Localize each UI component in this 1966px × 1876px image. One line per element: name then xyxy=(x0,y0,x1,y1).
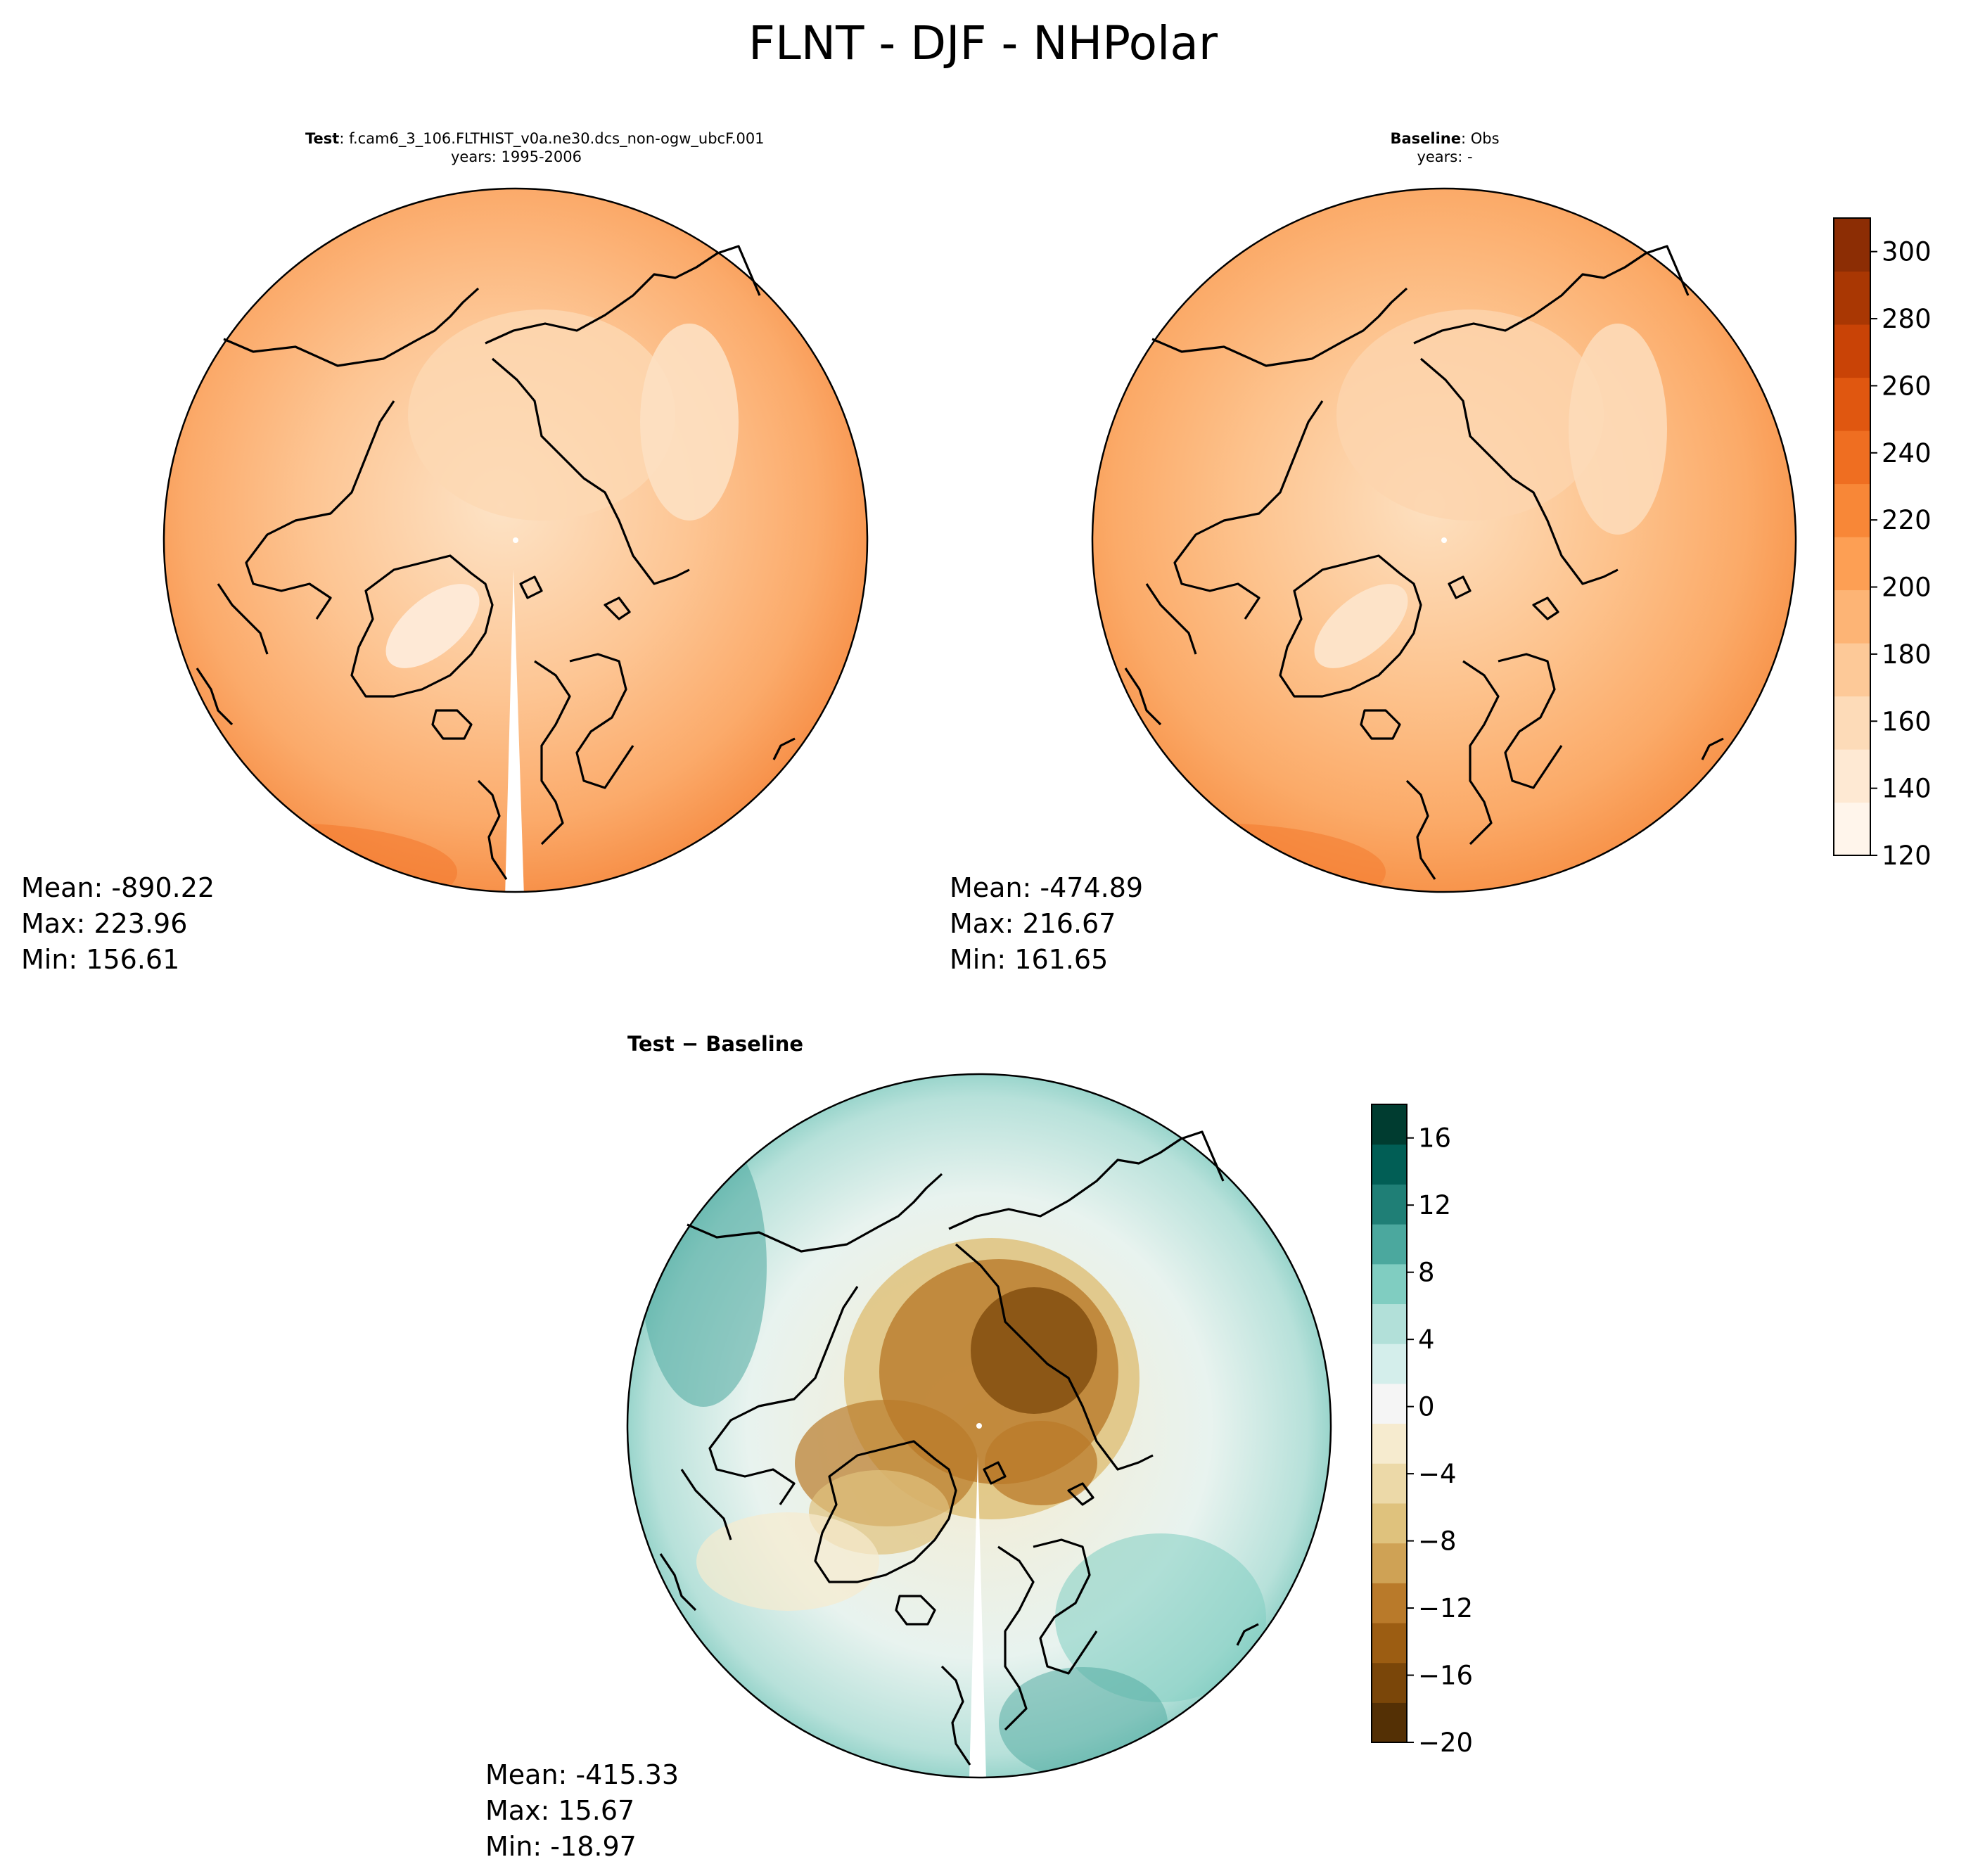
test-max: Max: 223.96 xyxy=(21,908,188,939)
difference-colorbar-tick: 8 xyxy=(1418,1258,1435,1288)
difference-colorbar-swatch xyxy=(1372,1184,1407,1225)
difference-max: Max: 15.67 xyxy=(485,1795,635,1826)
difference-colorbar-swatch xyxy=(1372,1543,1407,1583)
test-mean: Mean: -890.22 xyxy=(21,872,215,903)
difference-colorbar-swatch xyxy=(1372,1702,1407,1743)
baseline-years: years: - xyxy=(1417,148,1473,165)
difference-colorbar-swatch xyxy=(1372,1463,1407,1504)
difference-colorbar-ticks: 16 12 8 4 0 −4 −8 −12 −16 −20 xyxy=(1418,1123,1473,1758)
baseline-title-label: Baseline xyxy=(1390,130,1461,147)
difference-colorbar-swatch xyxy=(1372,1383,1407,1424)
difference-pole-marker xyxy=(976,1423,982,1429)
main-colorbar-swatch xyxy=(1834,218,1870,272)
main-colorbar-swatch xyxy=(1834,271,1870,325)
difference-colorbar-swatch xyxy=(1372,1622,1407,1664)
difference-map-border xyxy=(626,1073,1332,1779)
difference-colorbar-tick: 4 xyxy=(1418,1325,1435,1355)
main-colorbar-tick: 260 xyxy=(1882,371,1932,401)
main-colorbar xyxy=(1833,217,1877,856)
main-colorbar-frame xyxy=(1833,217,1871,856)
difference-min: Min: -18.97 xyxy=(485,1831,637,1862)
difference-colorbar-tick: −8 xyxy=(1418,1526,1457,1557)
difference-mean: Mean: -415.33 xyxy=(485,1759,679,1790)
main-colorbar-swatch xyxy=(1834,430,1870,485)
main-colorbar-swatch xyxy=(1834,377,1870,431)
baseline-title-case: : Obs xyxy=(1460,130,1500,147)
main-colorbar-tick: 160 xyxy=(1882,706,1932,736)
baseline-pole-marker xyxy=(1441,537,1447,543)
test-title-label: Test xyxy=(305,130,340,147)
difference-colorbar-swatch xyxy=(1372,1263,1407,1305)
main-colorbar-tick: 120 xyxy=(1882,841,1932,871)
main-colorbar-swatch xyxy=(1834,324,1870,378)
difference-colorbar-swatch xyxy=(1372,1104,1407,1145)
difference-colorbar-swatch xyxy=(1372,1583,1407,1623)
baseline-panel-title: Baseline: Obs years: - xyxy=(1304,129,1585,166)
difference-colorbar-tick: −20 xyxy=(1418,1728,1473,1758)
main-colorbar-swatch xyxy=(1834,483,1870,537)
baseline-mean: Mean: -474.89 xyxy=(950,872,1144,903)
test-stats: Mean: -890.22 Max: 223.96 Min: 156.61 xyxy=(21,870,215,978)
difference-colorbar-swatch xyxy=(1372,1224,1407,1265)
main-colorbar-swatch xyxy=(1834,802,1870,856)
main-colorbar-tick: 240 xyxy=(1882,438,1932,468)
baseline-stats: Mean: -474.89 Max: 216.67 Min: 161.65 xyxy=(950,870,1143,978)
main-colorbar-tick: 200 xyxy=(1882,573,1932,603)
difference-colorbar-swatch xyxy=(1372,1344,1407,1384)
test-coastlines xyxy=(196,245,796,880)
difference-colorbar-tick: −12 xyxy=(1418,1593,1473,1623)
baseline-map-border xyxy=(1091,187,1797,893)
difference-coastlines xyxy=(659,1130,1259,1766)
test-map xyxy=(164,189,867,892)
main-colorbar-tick: 300 xyxy=(1882,237,1932,267)
baseline-map xyxy=(1092,189,1796,892)
baseline-max: Max: 216.67 xyxy=(950,908,1116,939)
difference-colorbar xyxy=(1371,1104,1414,1743)
test-panel-title: Test: f.cam6_3_106.FLTHIST_v0a.ne30.dcs_… xyxy=(305,129,765,166)
baseline-coastlines xyxy=(1124,245,1724,880)
test-years: years: 1995-2006 xyxy=(450,148,582,165)
test-title-case: : f.cam6_3_106.FLTHIST_v0a.ne30.dcs_non-… xyxy=(339,130,765,147)
difference-colorbar-swatch xyxy=(1372,1144,1407,1185)
difference-colorbar-frame xyxy=(1371,1104,1408,1743)
main-colorbar-swatch xyxy=(1834,537,1870,591)
main-colorbar-swatch xyxy=(1834,589,1870,644)
difference-panel-title: Test − Baseline xyxy=(627,1032,804,1056)
main-colorbar-swatch xyxy=(1834,643,1870,697)
difference-colorbar-tick: 0 xyxy=(1418,1392,1435,1422)
main-colorbar-tick: 220 xyxy=(1882,505,1932,535)
difference-stats: Mean: -415.33 Max: 15.67 Min: -18.97 xyxy=(485,1757,679,1865)
baseline-min: Min: 161.65 xyxy=(950,944,1109,975)
difference-colorbar-tick: 12 xyxy=(1418,1190,1451,1220)
difference-colorbar-swatch xyxy=(1372,1423,1407,1464)
test-map-border xyxy=(162,187,869,893)
difference-colorbar-swatch xyxy=(1372,1502,1407,1544)
difference-colorbar-tick: −16 xyxy=(1418,1661,1473,1691)
main-colorbar-swatch xyxy=(1834,749,1870,803)
main-colorbar-ticks: 120 140 160 180 200 220 240 260 280 300 xyxy=(1882,237,1932,871)
difference-colorbar-tick: −4 xyxy=(1418,1459,1457,1489)
test-pole-marker xyxy=(513,537,518,543)
difference-colorbar-swatch xyxy=(1372,1303,1407,1344)
difference-colorbar-tick: 16 xyxy=(1418,1123,1451,1154)
figure-title: FLNT - DJF - NHPolar xyxy=(748,16,1218,70)
main-colorbar-tick: 140 xyxy=(1882,774,1932,804)
main-colorbar-tick: 280 xyxy=(1882,304,1932,334)
main-colorbar-swatch xyxy=(1834,696,1870,750)
main-colorbar-tick: 180 xyxy=(1882,639,1932,670)
test-min: Min: 156.61 xyxy=(21,944,180,975)
difference-colorbar-swatch xyxy=(1372,1662,1407,1703)
